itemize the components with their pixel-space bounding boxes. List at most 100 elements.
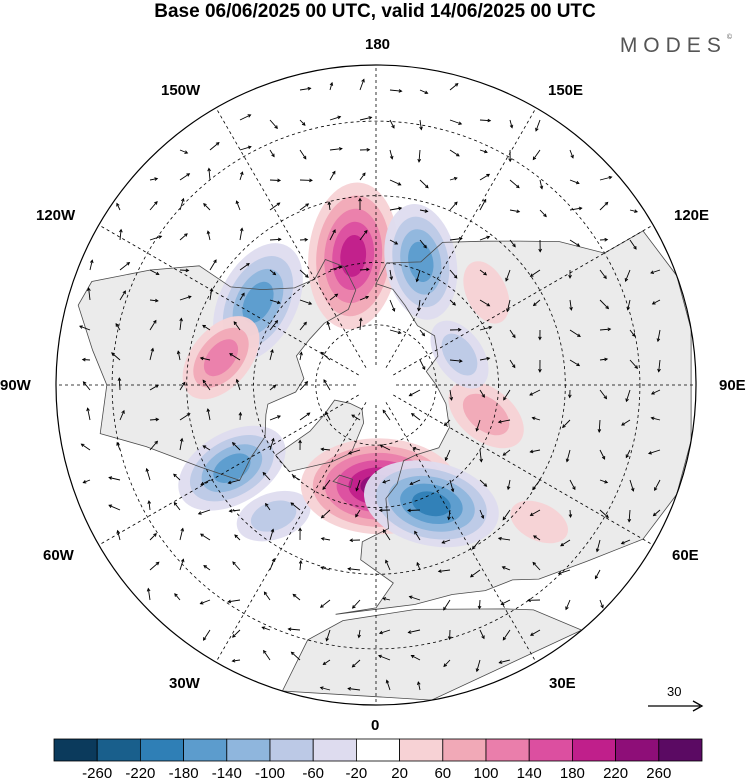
wind-arrow [419,359,426,371]
colorbar-segment-2 [139,738,184,762]
lon-label-120w: 120W [36,207,76,224]
wind-arrow [599,357,609,362]
wind-arrow [327,201,332,211]
wind-arrow [179,149,189,154]
wind-arrow [449,299,456,306]
wind-arrow [378,508,391,513]
wind-arrow [497,536,511,541]
wind-arrow [228,509,241,513]
wind-arrow [347,449,361,455]
wind-arrow [475,419,481,432]
wind-arrow [359,172,366,181]
wind-arrow [292,475,301,481]
wind-arrow [355,509,361,518]
colorbar-label-10: 140 [516,765,542,782]
wind-arrow [410,655,421,661]
wind-arrow [149,269,160,276]
colorbar-label-8: 60 [434,765,452,782]
wind-arrow [419,179,429,189]
meridian-line [98,224,359,376]
wind-arrow [82,479,91,484]
coastlines [77,230,692,701]
wind-arrow [502,629,511,641]
wind-arrow [650,389,661,395]
anomaly-center-3 [182,316,260,400]
wind-arrow [538,359,542,373]
wind-arrow [565,449,571,463]
wind-arrow [329,293,339,301]
wind-arrow [359,295,370,301]
wind-arrow [269,558,276,571]
wind-arrow [416,681,421,691]
wind-arrow [347,567,361,571]
wind-arrow [509,329,516,339]
wind-arrow [647,449,661,455]
wind-arrow [599,175,613,181]
wind-arrow [232,561,241,571]
wind-arrow [471,539,481,550]
wind-arrow [149,235,163,241]
wind-arrow [501,566,511,571]
wind-arrow [319,599,331,608]
wind-arrow [357,629,361,639]
wind-arrow [269,178,282,183]
wind-arrow [320,351,331,361]
wind-arrow [449,359,463,363]
wind-arrow [389,119,395,129]
wind-arrow [329,115,342,121]
wind-arrow [119,262,131,271]
reference-vector-label: 30 [667,684,682,699]
wind-arrow [269,384,277,391]
wind-arrow [179,268,190,273]
colorbar-label-13: 260 [646,765,672,782]
anomaly-contour [250,500,297,532]
wind-arrow [299,237,309,242]
wind-arrow [629,239,637,250]
wind-arrow [599,327,612,332]
wind-arrow [108,476,121,481]
wind-arrow [269,437,275,451]
wind-arrow [322,659,331,666]
wind-arrow [269,348,274,361]
wind-arrow [351,599,361,609]
meridian-line [215,107,367,368]
wind-arrow [239,171,244,181]
wind-arrow [179,233,188,241]
wind-arrow [179,437,184,451]
wind-arrow [299,381,309,391]
colorbar-segment-4 [226,738,271,762]
wind-arrow [629,329,636,337]
wind-arrow [498,659,511,664]
wind-arrow [408,389,421,397]
wind-arrow [320,566,331,571]
wind-arrow [599,201,609,211]
anomaly-center-10 [463,261,510,324]
wind-arrow [479,479,488,487]
wind-arrow [569,479,576,491]
wind-arrow [652,509,661,517]
wind-arrow [539,179,544,190]
wind-arrow [325,629,331,642]
wind-arrow [409,479,421,486]
wind-arrow [149,384,160,391]
wind-arrow [119,290,126,301]
anomaly-contour [510,500,569,544]
meridian-line [393,224,654,376]
anomaly-center-11 [510,500,569,544]
wind-arrow [509,209,521,214]
wind-arrow [509,239,516,248]
wind-arrow [502,509,511,521]
wind-arrow [479,149,488,154]
wind-arrow [447,629,452,641]
wind-arrow [179,558,185,571]
wind-arrow [538,329,542,341]
wind-arrow [358,197,362,210]
wind-arrow [407,629,421,634]
wind-arrow [443,419,451,427]
wind-arrow [569,149,574,159]
wind-arrow [535,119,541,132]
wind-arrow [235,200,241,211]
wind-arrow [599,449,606,460]
wind-arrow [531,416,541,421]
wind-arrow [656,329,661,343]
